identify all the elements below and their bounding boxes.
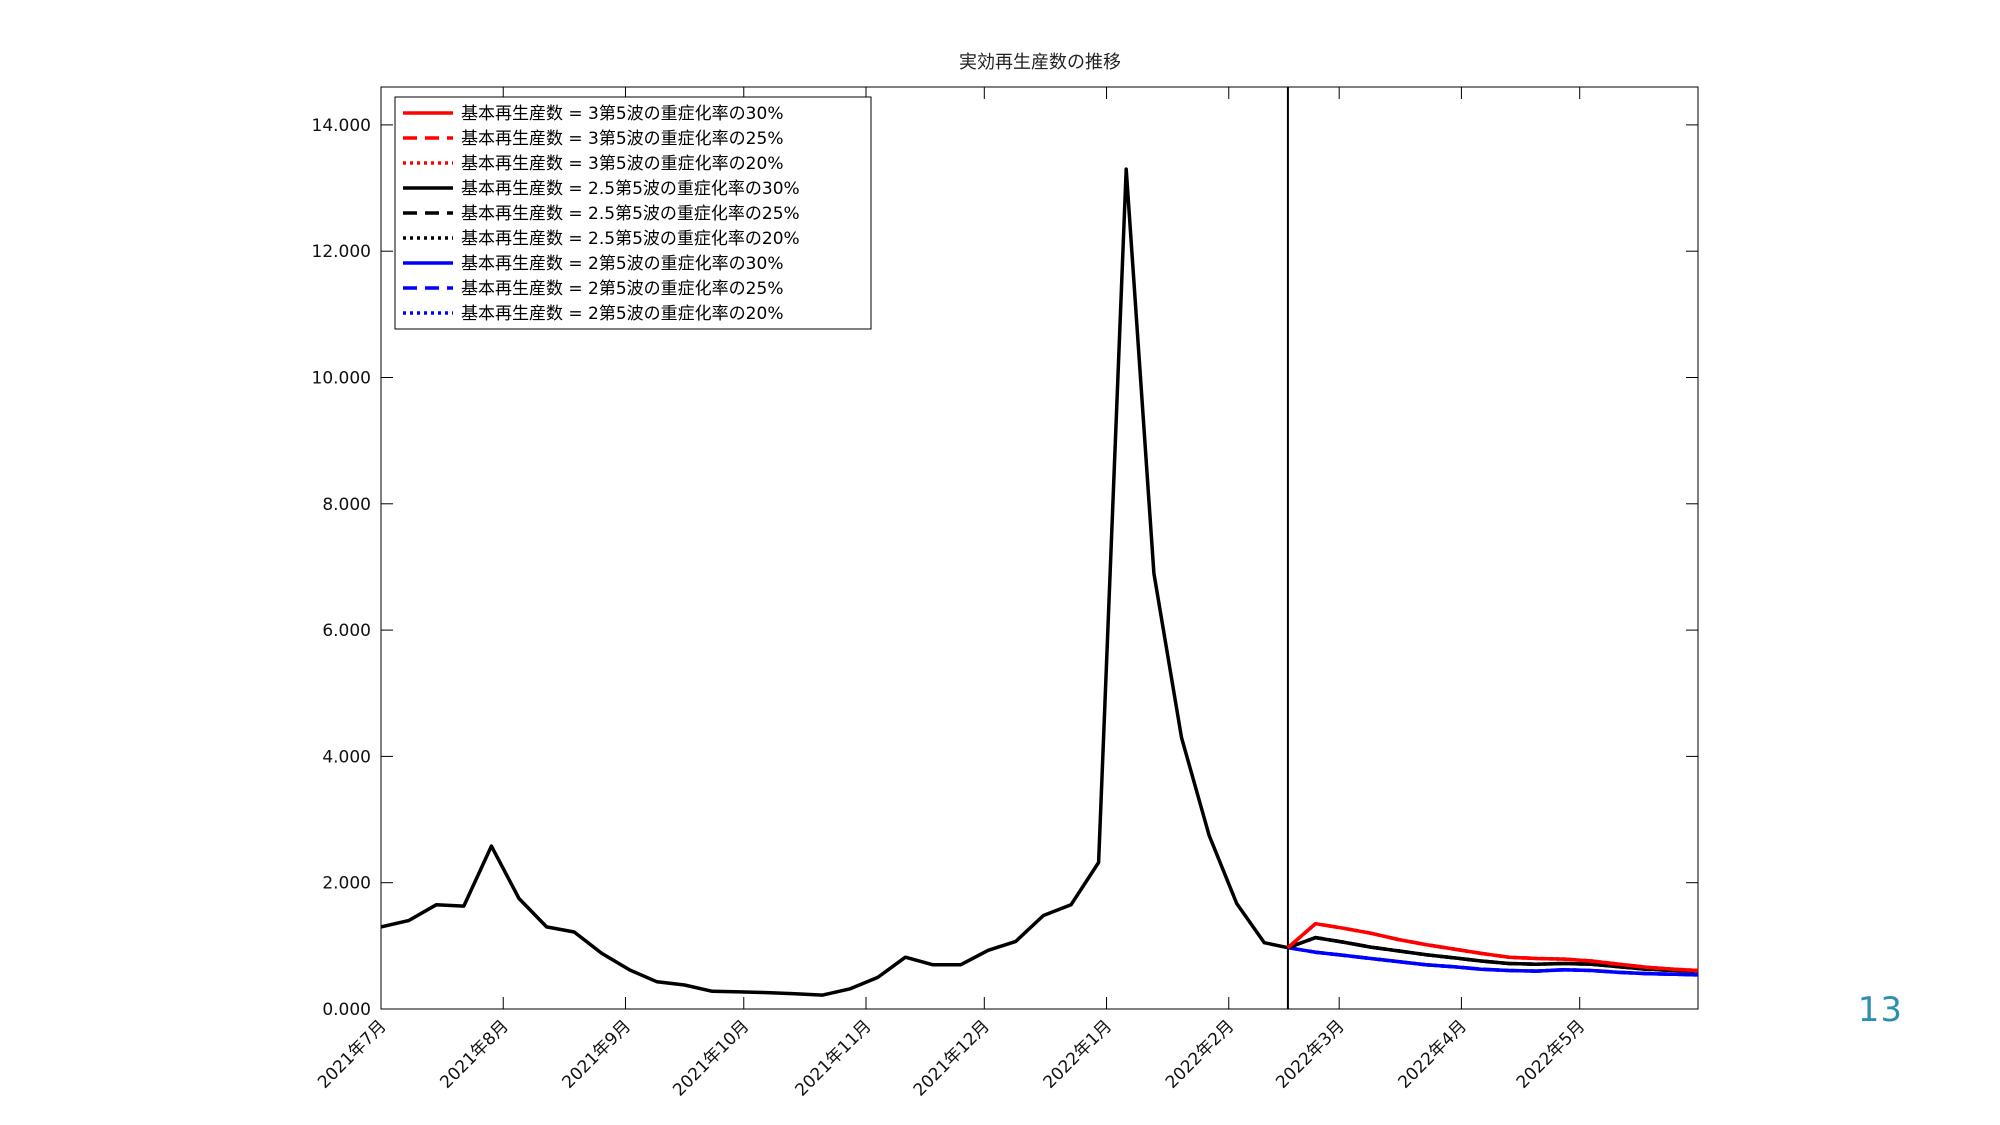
legend-box bbox=[394, 96, 872, 330]
plot-frame bbox=[380, 86, 1699, 1010]
x-tick-label: 2022年5月 bbox=[1513, 1016, 1589, 1092]
x-tick-label: 2021年10月 bbox=[669, 1016, 753, 1100]
series-history-line bbox=[380, 167, 1289, 997]
legend-label: 基本再生産数 = 3第5波の重症化率の30% bbox=[461, 104, 783, 124]
y-tick-label: 8.000 bbox=[322, 495, 371, 515]
y-tick-label: 2.000 bbox=[322, 874, 371, 894]
legend-label: 基本再生産数 = 2第5波の重症化率の20% bbox=[461, 304, 783, 324]
legend-label: 基本再生産数 = 2.5第5波の重症化率の20% bbox=[461, 229, 800, 249]
series-line-2 bbox=[1286, 921, 1699, 973]
y-tick-label: 10.000 bbox=[312, 368, 371, 388]
legend-label: 基本再生産数 = 2第5波の重症化率の30% bbox=[461, 254, 783, 274]
x-tick-label: 2022年4月 bbox=[1395, 1016, 1471, 1092]
x-tick-label: 2022年3月 bbox=[1272, 1016, 1348, 1092]
legend-label: 基本再生産数 = 2.5第5波の重症化率の25% bbox=[461, 204, 800, 224]
x-tick-label: 2021年12月 bbox=[910, 1016, 994, 1100]
y-tick-label: 12.000 bbox=[312, 242, 371, 262]
legend: 基本再生産数 = 3第5波の重症化率の30% 基本再生産数 = 3第5波の重症化率… bbox=[394, 96, 872, 330]
y-tick-label: 4.000 bbox=[322, 747, 371, 767]
x-tick-label: 2021年7月 bbox=[314, 1016, 390, 1092]
series-line-5 bbox=[1287, 935, 1699, 973]
legend-label: 基本再生産数 = 3第5波の重症化率の25% bbox=[461, 129, 783, 149]
x-tick-label: 2022年2月 bbox=[1162, 1016, 1238, 1092]
slide-page-number: 13 bbox=[1857, 990, 1903, 1030]
legend-label: 基本再生産数 = 2.5第5波の重症化率の30% bbox=[461, 179, 800, 199]
plot-lines bbox=[380, 167, 1699, 997]
x-tick-label: 2021年11月 bbox=[791, 1016, 875, 1100]
chart-title: 実効再生産数の推移 bbox=[959, 52, 1121, 73]
y-tick-label: 0.000 bbox=[322, 1000, 371, 1020]
y-tick-label: 14.000 bbox=[312, 116, 371, 136]
x-tick-label: 2021年9月 bbox=[559, 1016, 635, 1092]
x-tick-label: 2022年1月 bbox=[1040, 1016, 1116, 1092]
legend-label: 基本再生産数 = 2第5波の重症化率の25% bbox=[461, 279, 783, 299]
y-tick-label: 6.000 bbox=[322, 621, 371, 641]
series-line-7 bbox=[1287, 945, 1699, 977]
legend-label: 基本再生産数 = 3第5波の重症化率の20% bbox=[461, 154, 783, 174]
x-tick-label: 2021年8月 bbox=[436, 1016, 512, 1092]
